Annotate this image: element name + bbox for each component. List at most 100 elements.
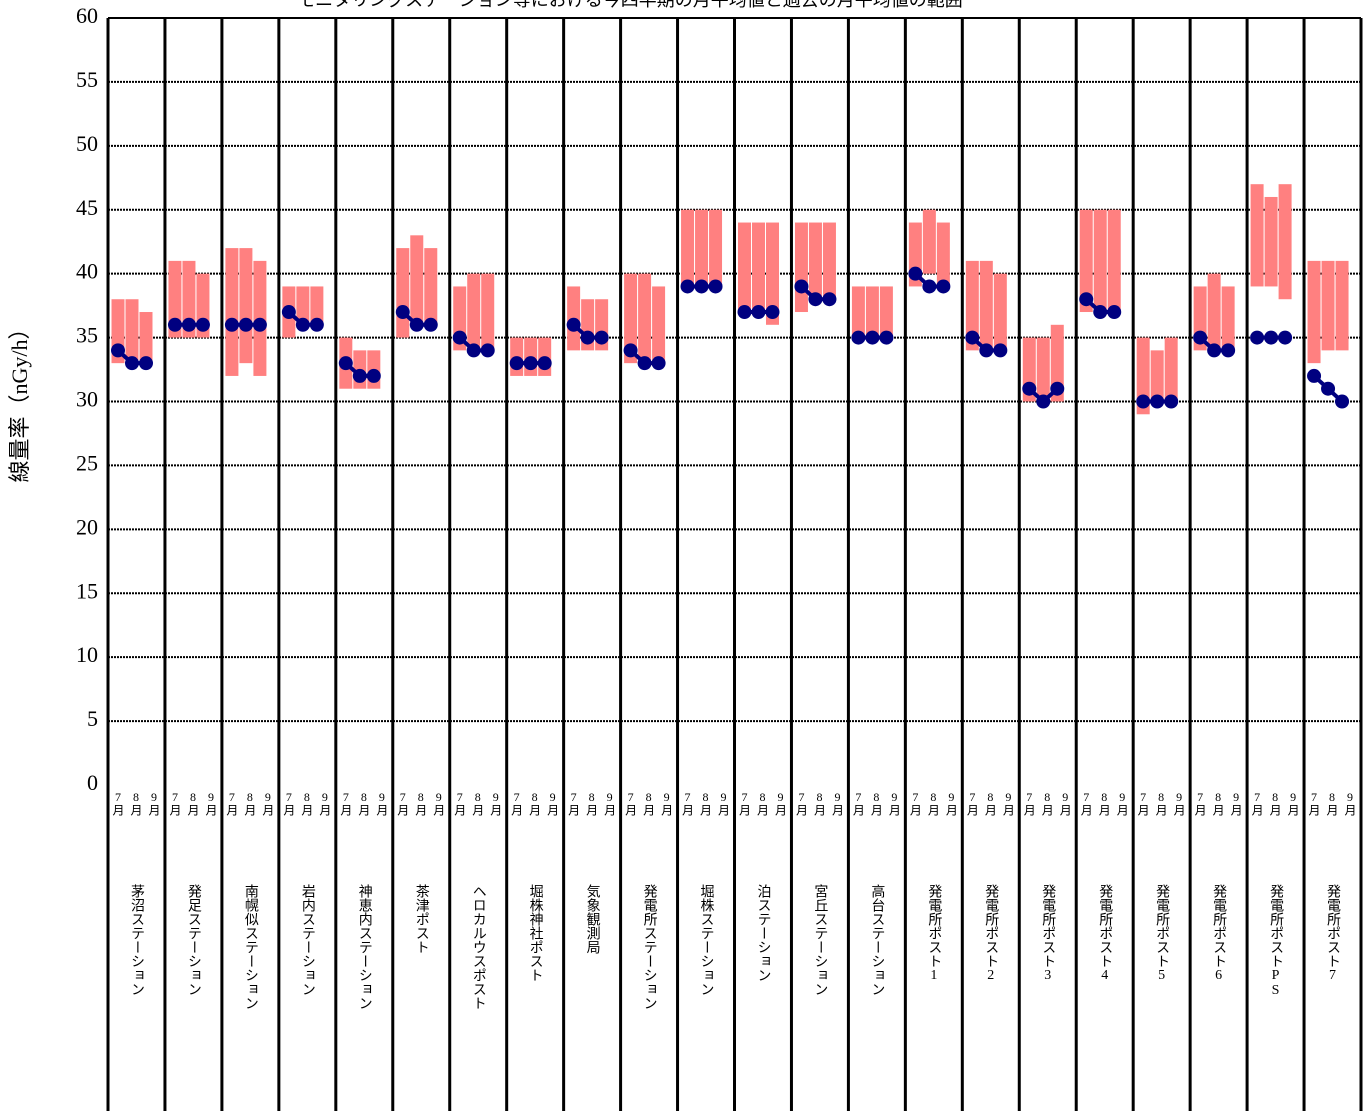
value-dot: [936, 279, 951, 294]
y-tick-label: 10: [76, 642, 98, 667]
range-bar: [1250, 184, 1264, 287]
value-dot: [566, 317, 581, 332]
month-label: 9月: [204, 790, 218, 817]
category-label: 発電所ポスト5: [1154, 884, 1170, 983]
range-bar: [993, 273, 1007, 351]
month-label: 7月: [510, 790, 524, 817]
month-label: 8月: [414, 790, 428, 817]
month-label: 9月: [147, 790, 161, 817]
category-label: 堀株ステーション: [699, 884, 715, 996]
value-dot: [1079, 292, 1094, 307]
y-tick-label: 5: [87, 706, 98, 731]
y-tick-label: 40: [76, 259, 98, 284]
range-bar: [709, 209, 723, 287]
value-dot: [111, 343, 125, 358]
category-label: 発電所ポスト6: [1211, 884, 1227, 983]
value-dot: [1093, 305, 1108, 320]
category-label: 気象観測局: [585, 884, 601, 954]
range-bar: [1221, 286, 1235, 351]
value-dot: [395, 305, 410, 320]
month-label: 7月: [965, 790, 979, 817]
month-label: 8月: [983, 790, 997, 817]
category-label: 発電所ポスト3: [1040, 884, 1056, 983]
month-label: 7月: [624, 790, 638, 817]
category-label: 高台ステーション: [869, 883, 885, 996]
month-label: 9月: [944, 790, 958, 817]
value-dot: [1278, 330, 1293, 345]
value-dot: [794, 279, 809, 294]
value-dot: [195, 317, 210, 332]
month-label: 7月: [1250, 790, 1264, 817]
month-label: 7月: [339, 790, 353, 817]
y-tick-label: 55: [76, 67, 98, 92]
month-label: 9月: [887, 790, 901, 817]
category-label: 発電所ステーション: [642, 884, 658, 1010]
month-label: 8月: [528, 790, 542, 817]
month-label: 8月: [300, 790, 314, 817]
value-dot: [651, 356, 666, 371]
range-bar: [310, 286, 324, 325]
value-dot: [822, 292, 837, 307]
range-bar: [182, 260, 196, 338]
range-bar: [1207, 273, 1221, 351]
month-label: 7月: [738, 790, 752, 817]
range-bar: [752, 222, 765, 313]
value-dot: [466, 343, 481, 358]
y-axis-label: 線量率（nGy/h）: [7, 317, 32, 482]
month-label: 9月: [1343, 790, 1357, 817]
value-dot: [352, 368, 367, 383]
range-bar: [1136, 337, 1150, 415]
range-bar: [638, 273, 652, 364]
y-tick-label: 50: [76, 131, 98, 156]
value-dot: [708, 279, 723, 294]
range-bar: [1107, 209, 1121, 313]
month-label: 9月: [603, 790, 617, 817]
month-label: 7月: [111, 790, 125, 817]
range-bar: [1093, 209, 1107, 313]
category-label: 発電所ポスト1: [926, 884, 942, 983]
range-bar: [1335, 260, 1349, 351]
value-dot: [480, 343, 495, 358]
range-bar: [1150, 350, 1164, 402]
value-dot: [125, 356, 139, 371]
month-label: 8月: [1211, 790, 1225, 817]
value-dot: [224, 317, 239, 332]
month-label: 8月: [1154, 790, 1168, 817]
month-label: 8月: [699, 790, 713, 817]
category-label: 南幌似ステーション: [243, 884, 259, 1010]
month-label: 9月: [774, 790, 788, 817]
y-tick-label: 35: [76, 323, 98, 348]
range-bar: [239, 248, 253, 364]
value-dot: [252, 317, 267, 332]
value-dot: [1136, 394, 1151, 409]
value-dot: [523, 356, 538, 371]
range-bar: [424, 248, 438, 325]
month-label: 7月: [282, 790, 296, 817]
value-dot: [1207, 343, 1222, 358]
range-bar: [624, 273, 638, 364]
category-label: 発電所ポスト7: [1325, 884, 1341, 983]
range-bar: [1079, 209, 1093, 313]
value-dot: [851, 330, 866, 345]
month-label: 7月: [567, 790, 581, 817]
range-bar: [467, 273, 481, 351]
month-label: 9月: [1115, 790, 1129, 817]
month-label: 8月: [243, 790, 257, 817]
category-label: 岩内ステーション: [300, 884, 316, 996]
month-label: 8月: [357, 790, 371, 817]
month-label: 9月: [1229, 790, 1243, 817]
value-dot: [865, 330, 880, 345]
range-bar: [695, 209, 709, 287]
month-label: 8月: [585, 790, 599, 817]
value-dot: [181, 317, 196, 332]
y-tick-label: 0: [87, 770, 98, 795]
month-label: 9月: [546, 790, 560, 817]
value-dot: [594, 330, 609, 345]
month-label: 8月: [1268, 790, 1282, 817]
month-label: 8月: [186, 790, 200, 817]
category-label: 茶津ポスト: [414, 884, 430, 954]
range-bar: [125, 299, 139, 364]
month-label: 9月: [489, 790, 503, 817]
value-dot: [680, 279, 695, 294]
